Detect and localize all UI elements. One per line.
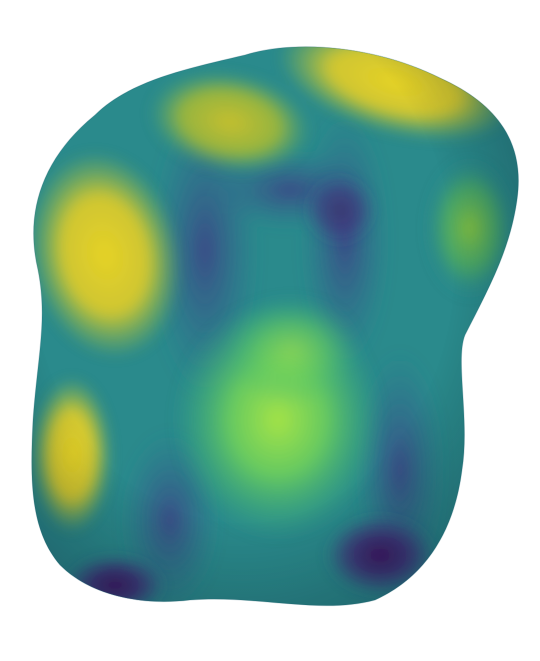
render-3d-blob xyxy=(31,46,519,607)
